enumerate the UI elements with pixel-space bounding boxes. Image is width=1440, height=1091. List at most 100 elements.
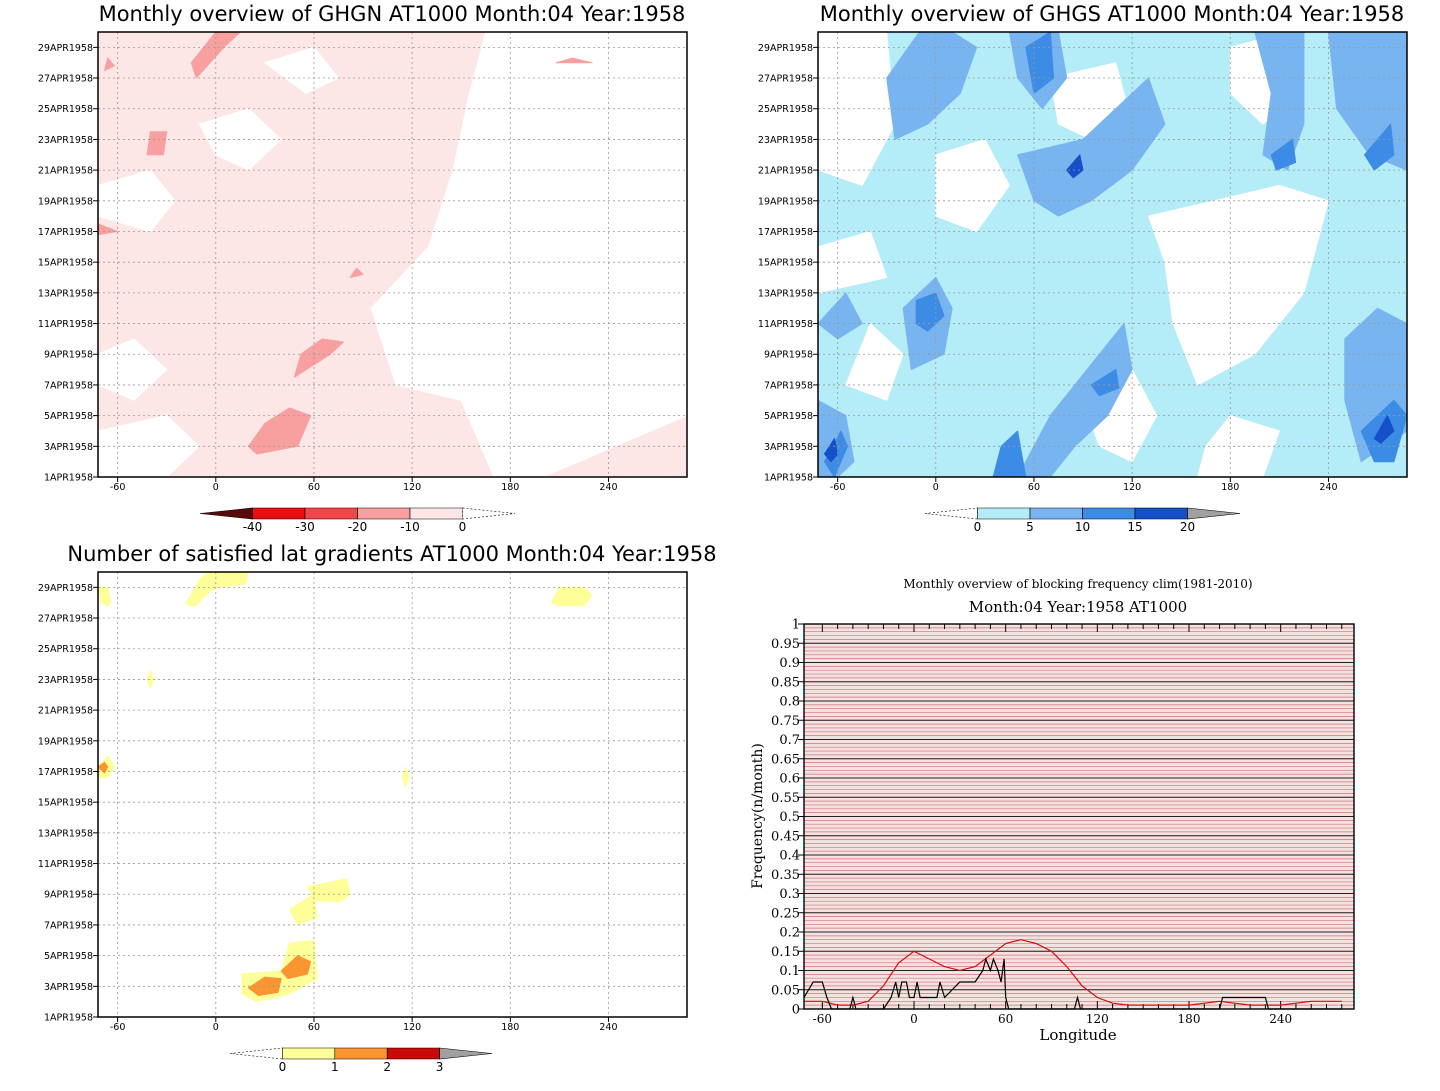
colorbar-label: 3: [436, 1060, 444, 1074]
ghgs-panel: Monthly overview of GHGS AT1000 Month:04…: [758, 2, 1408, 534]
y-tick-label: 25APR1958: [758, 104, 813, 115]
y-tick-label: 0.25: [771, 906, 800, 921]
x-tick-label: 240: [599, 482, 617, 493]
contour-region: [98, 761, 109, 774]
x-tick-label: 180: [501, 1022, 519, 1033]
x-tick-label: 120: [1086, 1012, 1109, 1026]
y-tick-label: 0.8: [779, 695, 800, 710]
y-tick-label: 0.6: [779, 772, 800, 787]
blocking-title: Monthly overview of blocking frequency c…: [903, 577, 1252, 591]
colorbar-segment: [1187, 507, 1241, 520]
y-tick-label: 25APR1958: [38, 104, 93, 115]
y-tick-label: 7APR1958: [44, 920, 93, 931]
x-tick-label: 60: [308, 482, 320, 493]
y-tick-label: 3APR1958: [764, 442, 813, 453]
x-tick-label: -60: [830, 482, 846, 493]
colorbar-label: 0: [974, 520, 982, 534]
y-tick-label: 23APR1958: [38, 675, 93, 686]
contour-region: [1254, 32, 1305, 171]
y-tick-label: 17APR1958: [38, 767, 93, 778]
contour-region: [1364, 123, 1395, 171]
contour-region: [818, 32, 896, 186]
y-tick-label: 29APR1958: [758, 43, 813, 54]
y-tick-label: 0: [792, 1003, 800, 1018]
blocking-frequency-panel: Monthly overview of blocking frequency c…: [750, 577, 1355, 1044]
x-tick-label: 180: [1221, 482, 1239, 493]
x-tick-label: 120: [403, 482, 421, 493]
y-tick-label: 29APR1958: [38, 43, 93, 54]
contour-region: [968, 323, 1133, 477]
y-tick-label: 13APR1958: [38, 828, 93, 839]
contour-region: [370, 32, 687, 477]
x-tick-label: 240: [1319, 482, 1337, 493]
y-tick-label: 0.2: [779, 926, 800, 941]
y-tick-label: 0.85: [771, 675, 800, 690]
x-tick-label: 60: [998, 1012, 1013, 1026]
y-tick-label: 9APR1958: [44, 350, 93, 361]
y-tick-label: 11APR1958: [38, 319, 93, 330]
x-tick-label: 240: [599, 1022, 617, 1033]
colorbar-label: 5: [1026, 520, 1034, 534]
y-tick-label: 9APR1958: [764, 350, 813, 361]
y-tick-label: 5APR1958: [764, 411, 813, 422]
series-line-1: [803, 957, 1342, 1010]
x-tick-label: 0: [910, 1012, 918, 1026]
contour-region: [190, 32, 241, 79]
y-tick-label: 1APR1958: [764, 473, 813, 484]
y-tick-label: 19APR1958: [38, 736, 93, 747]
y-tick-label: 0.75: [771, 714, 800, 729]
colorbar-label: 0: [279, 1060, 287, 1074]
y-tick-label: 0.35: [771, 868, 800, 883]
contour-region: [845, 323, 904, 401]
x-tick-label: 120: [403, 1022, 421, 1033]
x-tick-label: 60: [1028, 482, 1040, 493]
colorbar-label: -20: [348, 520, 368, 534]
contour-region: [198, 108, 282, 171]
y-tick-label: 29APR1958: [38, 583, 93, 594]
y-tick-label: 9APR1958: [44, 890, 93, 901]
x-tick-label: -60: [813, 1012, 832, 1026]
y-tick-label: 19APR1958: [38, 196, 93, 207]
plot-frame: [97, 31, 688, 478]
x-tick-label: 240: [1269, 1012, 1292, 1026]
y-tick-label: 0.1: [779, 964, 800, 979]
colorbar-segment: [199, 507, 253, 520]
x-tick-label: 180: [501, 482, 519, 493]
plot-frame: [817, 31, 1408, 478]
y-tick-label: 17APR1958: [38, 227, 93, 238]
y-tick-label: 1APR1958: [44, 1013, 93, 1024]
y-tick-label: 0.45: [771, 829, 800, 844]
y-tick-label: 0.05: [771, 983, 800, 998]
colorbar-segment: [462, 507, 516, 520]
y-tick-label: 0.95: [771, 637, 800, 652]
blocking-subtitle: Month:04 Year:1958 AT1000: [969, 598, 1187, 616]
colorbar-segment: [386, 1047, 440, 1060]
colorbar-segment: [977, 507, 1031, 520]
contour-region: [349, 267, 364, 278]
y-tick-label: 0.4: [779, 849, 800, 864]
plot-area: [98, 32, 687, 477]
y-tick-label: 11APR1958: [38, 859, 93, 870]
colorbar-label: 0: [459, 520, 467, 534]
y-tick-label: 7APR1958: [44, 380, 93, 391]
y-tick-label: 15APR1958: [758, 258, 813, 269]
y-tick-label: 23APR1958: [38, 135, 93, 146]
colorbar-segment: [304, 507, 358, 520]
contour-region: [818, 292, 863, 340]
contour-region: [280, 955, 312, 980]
y-tick-label: 0.7: [779, 733, 800, 748]
y-tick-label: 15APR1958: [38, 798, 93, 809]
y-tick-label: 0.15: [771, 945, 800, 960]
colorbar-segment: [924, 507, 978, 520]
y-tick-label: 21APR1958: [38, 706, 93, 717]
colorbar-segment: [1029, 507, 1083, 520]
y-tick-label: 1: [792, 618, 800, 633]
plot-area: [818, 32, 1407, 477]
x-tick-label: 120: [1123, 482, 1141, 493]
x-tick-label: 180: [1178, 1012, 1201, 1026]
x-tick-label: -60: [110, 1022, 126, 1033]
contour-region: [293, 338, 344, 378]
contour-region: [1017, 77, 1166, 217]
y-tick-label: 25APR1958: [38, 644, 93, 655]
